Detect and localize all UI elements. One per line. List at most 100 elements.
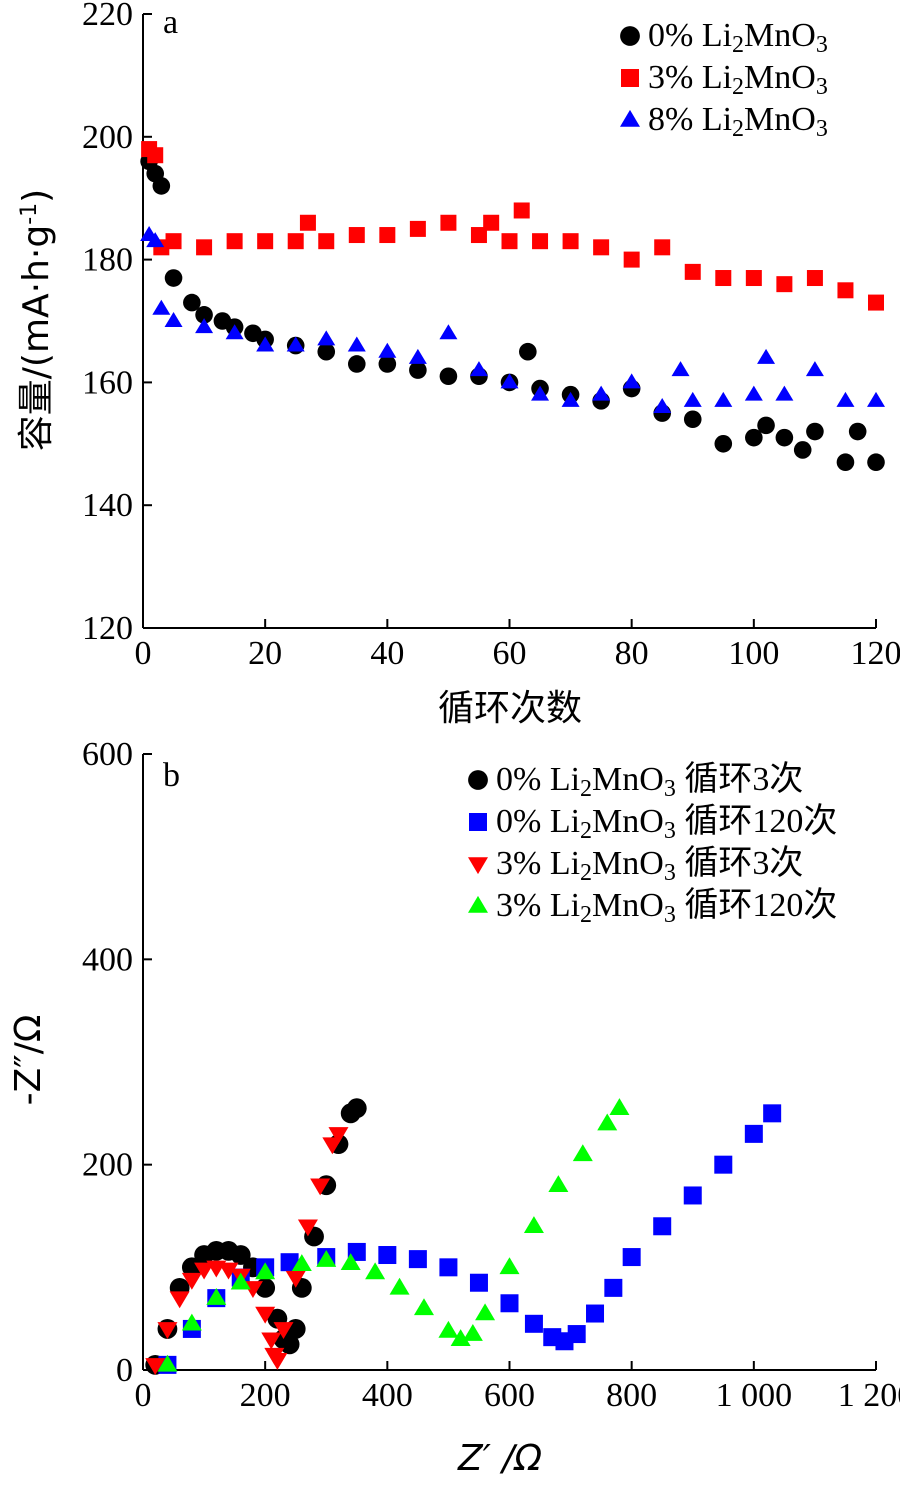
panel-a-y-tick-label: 180 — [82, 242, 133, 279]
panel-a-series-1-point — [409, 220, 426, 237]
panel-b-y-tick-label: 600 — [82, 736, 133, 773]
panel-b-series-3-point — [157, 1354, 178, 1372]
panel-a-series-2-point — [408, 348, 427, 364]
panel-b-series-0-point — [346, 1098, 367, 1119]
panel-b-series-1-point — [714, 1155, 733, 1174]
panel-a-y-tick-label: 120 — [82, 610, 133, 647]
panel-b-series-1-point — [469, 1273, 488, 1292]
panel-a-series-1-point — [501, 233, 518, 250]
panel-b-series-1-point — [524, 1314, 543, 1333]
panel-a-series-1-point — [379, 227, 396, 244]
panel-b-series-1-point — [653, 1217, 672, 1236]
panel-a-series-0-point — [519, 342, 537, 361]
panel-b-letter: b — [163, 757, 180, 794]
panel-a-series-2-point — [347, 336, 366, 352]
panel-a-series-1-point — [593, 239, 610, 256]
panel-a-series-1-point — [532, 233, 549, 250]
panel-b-legend-marker-2 — [468, 857, 488, 875]
panel-a-series-0-point — [757, 416, 775, 435]
panel-a-series-0-point — [806, 422, 824, 441]
panel-a-series-2-point — [671, 361, 690, 377]
panel-a-series-2-point — [757, 348, 776, 364]
panel-a-series-1-point — [868, 294, 884, 311]
panel-a-series-2-point — [714, 391, 733, 407]
panel-b-series-3 — [157, 1098, 630, 1372]
panel-b-series-2 — [145, 1127, 349, 1375]
panel-b-series-3-point — [462, 1323, 483, 1341]
panel-a-series-1-point — [483, 214, 500, 231]
panel-b-series-2-point — [328, 1127, 349, 1144]
panel-a-legend-marker-0 — [620, 26, 640, 46]
panel-b-x-tick-label: 1 000 — [716, 1377, 793, 1414]
panel-b-series-3-point — [475, 1303, 496, 1321]
panel-a-series-1-point — [562, 233, 579, 250]
panel-b-series-3-point — [291, 1254, 312, 1272]
panel-a-x-tick-label: 20 — [248, 635, 282, 672]
panel-b-series-3-point — [389, 1277, 410, 1295]
panel-b-series-2-point — [285, 1270, 306, 1288]
panel-b-series-2-point — [194, 1262, 215, 1280]
panel-a-x-axis-title: 循环次数 — [438, 688, 582, 729]
panel-a-series-1-point — [165, 233, 182, 250]
panel-a-x-tick-label: 120 — [851, 635, 900, 672]
panel-b-series-2-point — [267, 1352, 288, 1370]
panel-b-x-tick-label: 1 200 — [838, 1377, 900, 1414]
panel-a-series-1-point — [440, 214, 457, 231]
panel-a-series-0-point — [409, 361, 427, 379]
panel-b-series-1-point — [378, 1246, 397, 1265]
panel-b-series-3-point — [365, 1262, 386, 1280]
panel-b-x-tick-label: 200 — [240, 1377, 291, 1414]
panel-b-series-2-point — [255, 1306, 276, 1324]
panel-a-series-1-point — [147, 147, 164, 164]
panel-b-series-3-point — [255, 1262, 276, 1280]
panel-a-series-0 — [140, 152, 885, 472]
panel-b-x-tick-label: 400 — [362, 1377, 413, 1414]
panel-b-series-3-point — [499, 1257, 520, 1275]
panel-b-x-tick-label: 800 — [606, 1377, 657, 1414]
panel-b-x-tick-label: 0 — [135, 1377, 152, 1414]
panel-b-series-1-point — [439, 1258, 458, 1277]
panel-a-series-1-point — [470, 227, 487, 244]
panel-a-series-0-point — [836, 453, 855, 472]
panel-a-series-2-point — [469, 361, 488, 377]
panel-a-series-0-point — [347, 355, 366, 373]
panel-a-legend-marker-2 — [620, 109, 640, 127]
panel-b-series-0-point — [230, 1245, 251, 1265]
panel-b-series-3-point — [181, 1313, 202, 1331]
panel-a-series-2-point — [195, 318, 214, 334]
panel-b-series-0-point — [279, 1334, 300, 1355]
panel-a-x-tick-label: 80 — [615, 635, 649, 672]
panel-b-series-1-point — [604, 1278, 623, 1297]
panel-a-series-2-point — [561, 391, 580, 407]
panel-b-series-1-point — [408, 1250, 427, 1269]
panel-a-series-1-point — [299, 214, 316, 231]
panel-b-series-1-point — [280, 1253, 299, 1272]
panel-b-series-2-point — [273, 1322, 294, 1340]
panel-a-series-2-point — [439, 324, 458, 340]
panel-b-series-1-point — [744, 1124, 763, 1143]
panel-a-series-1-point — [806, 270, 823, 287]
panel-b-series-2-point — [218, 1262, 239, 1280]
panel-a-y-tick-label: 220 — [82, 0, 133, 33]
panel-a-series-2-point — [378, 342, 397, 358]
panel-b-series-3-point — [413, 1298, 434, 1316]
panel-b-series-1-point — [683, 1186, 702, 1205]
panel-a-series-2-point — [622, 373, 641, 389]
panel-a-x-tick-label: 60 — [493, 635, 527, 672]
panel-b-series-2-point — [181, 1272, 202, 1290]
panel-a-series-2-point — [317, 330, 336, 346]
panel-b-series-2-point — [261, 1332, 282, 1350]
panel-b-series-2-point — [297, 1219, 318, 1237]
panel-b-series-3-point — [230, 1272, 251, 1290]
panel-a-x-tick-label: 40 — [370, 635, 404, 672]
panel-a-legend-label-0: 0% Li2MnO3 — [648, 17, 828, 58]
panel-a-series-0-point — [745, 428, 763, 447]
panel-b-series-3-point — [438, 1320, 459, 1338]
panel-a-legend-label-1: 3% Li2MnO3 — [648, 59, 828, 100]
panel-b-series-3-point — [548, 1175, 569, 1192]
panel-a-series-2-point — [256, 336, 275, 352]
panel-b-series-1-point — [500, 1294, 519, 1313]
panel-b-series-2-point — [157, 1322, 178, 1340]
